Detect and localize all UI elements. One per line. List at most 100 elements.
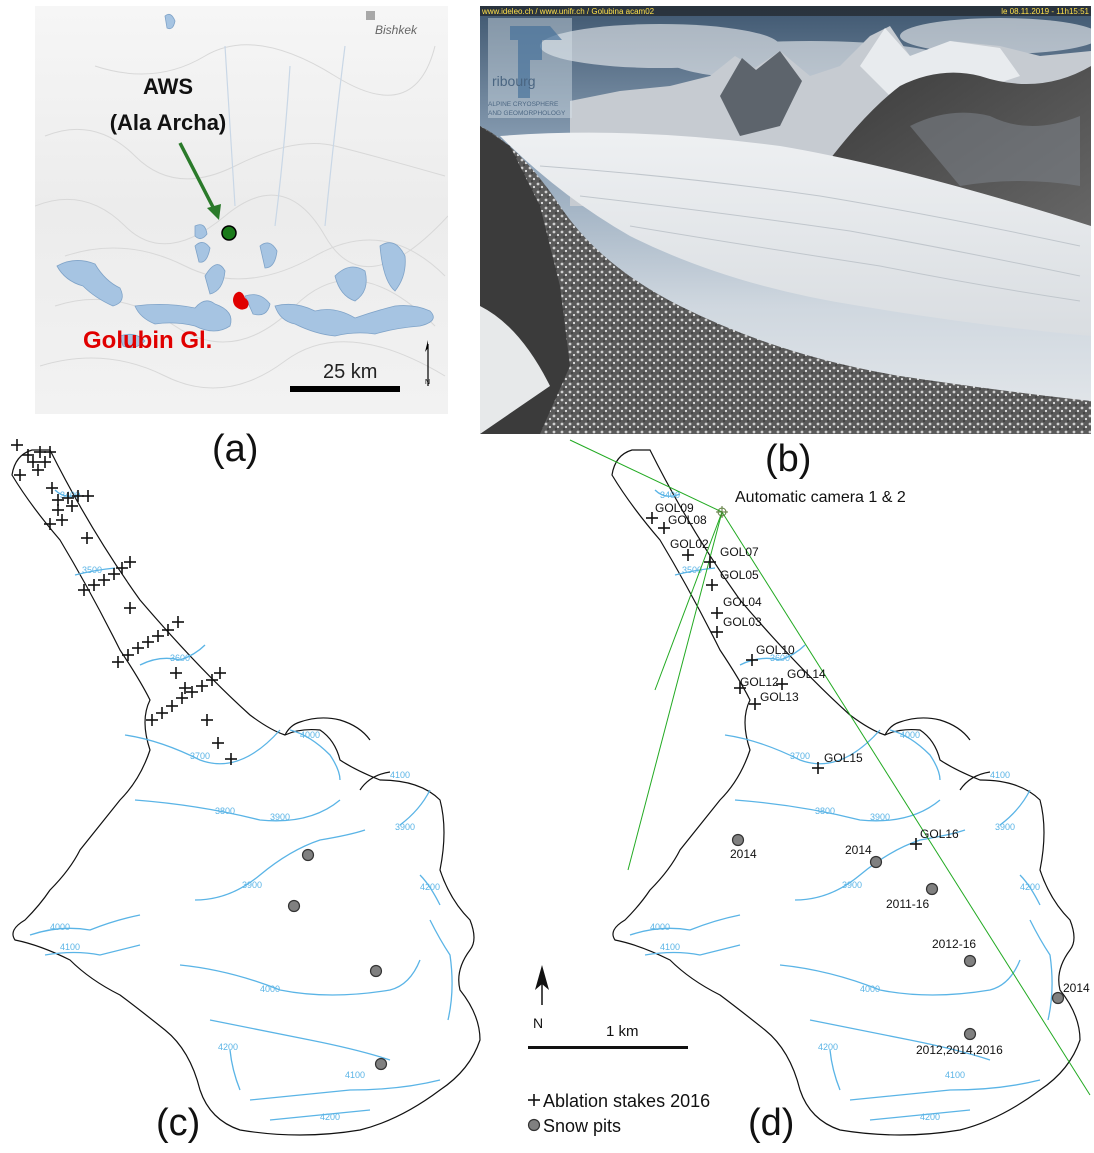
stake-label: GOL15 [824,751,863,765]
stake-label: GOL09 [655,501,694,515]
ablation-stake [46,482,58,494]
ablation-stake [186,686,198,698]
webcam-timestamp: le 08.11.2019 - 11h15:51 [1001,7,1089,16]
scale-bar [528,1046,688,1049]
ablation-stake-9 [776,678,788,690]
contour-label: 3600 [170,653,190,663]
legend-pits: Snow pits [527,1116,621,1136]
ablation-stake-7 [711,626,723,638]
contour-label: 4200 [218,1042,238,1052]
stake-label: GOL16 [920,827,959,841]
ablation-stake [225,753,237,765]
legend-stakes-label: Ablation stakes 2016 [543,1091,710,1111]
snow-pit [963,954,977,968]
contour-label: 4100 [60,942,80,952]
logo-icon [510,26,562,98]
contour-label: 4000 [650,922,670,932]
ablation-stake [142,636,154,648]
snow-patch [480,306,550,434]
ablation-stake [166,700,178,712]
contour-label: 4000 [260,984,280,994]
legend: N 1 km Ablation stakes 2016 Snow pits [527,965,710,1136]
stake-label: GOL12 [740,675,779,689]
snow-pit [301,848,315,862]
ablation-stake [14,469,26,481]
stake-label: GOL07 [720,545,759,559]
ablation-stake-3 [682,549,694,561]
north-label: N [533,1015,543,1031]
contour-label: 3800 [215,806,235,816]
ablation-stake [56,514,68,526]
golubin-glacier-marker [233,291,249,310]
ablation-stake [201,714,213,726]
ablation-stake [66,500,78,512]
caption-d: (d) [748,1102,795,1144]
ablation-stake [116,562,128,574]
snow-pit [925,882,939,896]
ablation-stake [32,464,44,476]
contour-label: 3500 [82,565,102,575]
snow-pit-icon [527,1118,541,1132]
ablation-stake-8 [746,654,758,666]
ablation-stakes-c [11,439,237,765]
caption-c: (c) [156,1102,201,1144]
stake-label: GOL02 [670,537,709,551]
ablation-stake [112,656,124,668]
ablation-stake [124,602,136,614]
glacier-map-c: 3400 3500 3600 3700 3800 3900 3900 4000 … [11,449,481,1136]
contour-label: 3800 [815,806,835,816]
contour-label: 4200 [320,1112,340,1122]
contour-label: 3400 [60,490,80,500]
snow-pit [374,1057,388,1071]
webcam-photo: www.ideleo.ch / www.unifr.ch / Golubina … [480,6,1094,434]
snow-pit-label: 2014 [1063,981,1090,995]
camera-label: Automatic camera 1 & 2 [735,489,906,506]
panel-c-stake-map: 3400 3500 3600 3700 3800 3900 3900 4000 … [11,439,481,1136]
stake-label: GOL10 [756,643,795,657]
contour-label: 4000 [300,730,320,740]
contour-label: 4000 [50,922,70,932]
snow-pit [287,899,301,913]
contour-label: 4100 [345,1070,365,1080]
contour-label: 3400 [660,490,680,500]
snow-pit-label: 2014 [845,843,872,857]
snow-pits-d: 2014 2014 2011-16 2012-16 2014 2012,2014,2016 [730,833,1090,1057]
ablation-stake [179,682,191,694]
aws-sublabel: (Ala Archa) [110,110,227,135]
ablation-stake [176,692,188,704]
regional-map: Bishkek AWS (Ala Archa) Golubin Gl. 25 k… [34,6,449,414]
aws-arrow-icon [178,142,217,212]
contour-label: 3900 [995,822,1015,832]
contour-label: 3500 [682,565,702,575]
stake-label: GOL14 [787,667,826,681]
snow-pit [869,855,883,869]
ablation-stake [132,642,144,654]
ablation-stake [156,707,168,719]
contour-label: 4100 [660,942,680,952]
ablation-stake [122,649,134,661]
contour-label: 3900 [395,822,415,832]
stake-label: GOL04 [723,595,762,609]
snow-pit [731,833,745,847]
fribourg-logo: ribourg ALPINE CRYOSPHERE AND GEOMORPHOL… [488,18,572,118]
contour-label: 4000 [860,984,880,994]
snow-pit [963,1027,977,1041]
ablation-stake [170,667,182,679]
ablation-stake-11 [749,698,761,710]
aws-station-marker [221,225,237,241]
ablation-stake-10 [734,682,746,694]
legend-stakes: Ablation stakes 2016 [528,1091,710,1111]
contour-label: 3700 [190,751,210,761]
glacier-map-d: 3400 3500 3600 3700 3800 3900 3900 4000 … [611,449,1081,1136]
camera-line [627,511,723,871]
scale-label: 25 km [323,361,377,383]
ablation-stake [39,456,51,468]
moraine-foreground [480,126,1091,434]
contour-label: 4200 [1020,882,1040,892]
scale-bar [290,386,400,392]
contour-label: 4100 [990,770,1010,780]
camera-marker-icon [716,506,728,518]
snow-pit [369,964,383,978]
city-label: Bishkek [375,23,418,37]
